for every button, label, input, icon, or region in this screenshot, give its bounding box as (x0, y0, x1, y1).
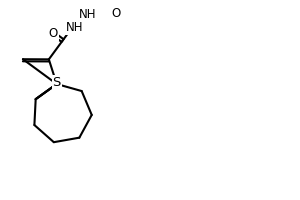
Text: NH: NH (66, 21, 83, 34)
Text: O: O (49, 27, 58, 40)
Text: S: S (52, 76, 61, 89)
Text: NH: NH (79, 8, 96, 21)
Text: O: O (112, 7, 121, 20)
